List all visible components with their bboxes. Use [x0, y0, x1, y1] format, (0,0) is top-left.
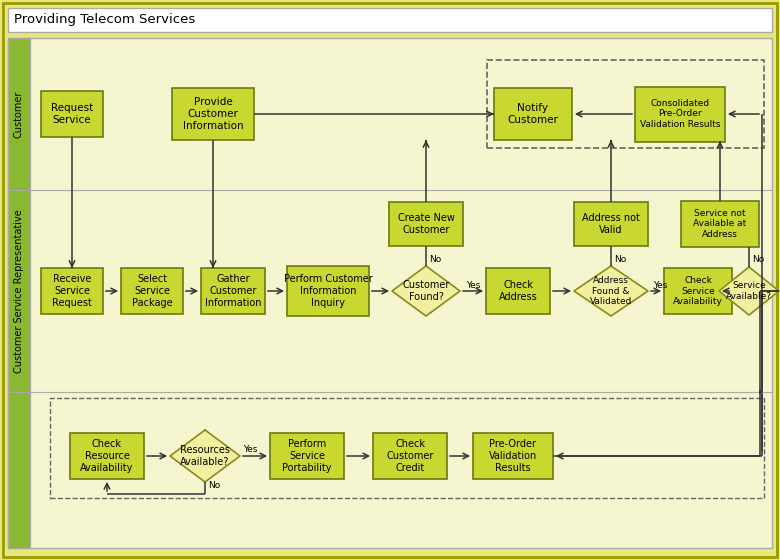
Text: Pre-Order
Validation
Results: Pre-Order Validation Results [489, 440, 537, 473]
Text: Perform Customer
Information
Inquiry: Perform Customer Information Inquiry [284, 274, 372, 307]
Bar [494, 88, 572, 140]
Bar [574, 202, 648, 246]
Bar [389, 202, 463, 246]
Text: Consolidated
Pre-Order
Validation Results: Consolidated Pre-Order Validation Result… [640, 99, 720, 129]
Text: Address not
Valid: Address not Valid [582, 213, 640, 235]
Text: Providing Telecom Services: Providing Telecom Services [14, 13, 195, 26]
Bar [473, 433, 553, 479]
Polygon shape [574, 266, 648, 316]
Text: Check
Service
Availability: Check Service Availability [673, 276, 723, 306]
Text: Yes: Yes [653, 281, 668, 290]
Bar [664, 268, 732, 314]
Text: Resources
Available?: Resources Available? [180, 445, 230, 467]
Bar [70, 433, 144, 479]
Text: No: No [208, 480, 220, 489]
Text: Service
Available?: Service Available? [726, 281, 772, 301]
Bar [8, 8, 772, 32]
Bar [8, 38, 30, 548]
Text: Check
Address: Check Address [498, 280, 537, 302]
Text: Receive
Service
Request: Receive Service Request [52, 274, 92, 307]
Text: Select
Service
Package: Select Service Package [132, 274, 172, 307]
Bar [50, 398, 764, 498]
Text: No: No [752, 254, 764, 264]
Text: Provide
Customer
Information: Provide Customer Information [183, 97, 243, 130]
Text: Address
Found &
Validated: Address Found & Validated [590, 276, 632, 306]
Bar [373, 433, 447, 479]
Text: No: No [614, 254, 626, 264]
Bar [270, 433, 344, 479]
Bar [635, 86, 725, 142]
Bar [172, 88, 254, 140]
Bar [41, 268, 103, 314]
Bar [201, 268, 265, 314]
Bar [681, 201, 759, 247]
Text: Create New
Customer: Create New Customer [398, 213, 455, 235]
Bar [287, 266, 369, 316]
Polygon shape [719, 267, 779, 315]
Bar [486, 268, 550, 314]
Text: Yes: Yes [243, 445, 257, 454]
Text: Customer Service Representative: Customer Service Representative [14, 209, 24, 373]
Bar [8, 34, 772, 38]
Polygon shape [392, 266, 460, 316]
Polygon shape [170, 430, 240, 482]
Text: Yes: Yes [466, 281, 480, 290]
Text: No: No [429, 254, 441, 264]
Text: Check
Customer
Credit: Check Customer Credit [386, 440, 434, 473]
Bar [487, 60, 764, 148]
Text: Request
Service: Request Service [51, 103, 93, 125]
Text: Customer
Found?: Customer Found? [402, 280, 450, 302]
Bar [41, 91, 103, 137]
Text: Notify
Customer: Notify Customer [508, 103, 558, 125]
Text: Service not
Available at
Address: Service not Available at Address [693, 209, 746, 239]
Text: Gather
Customer
Information: Gather Customer Information [204, 274, 261, 307]
Text: Customer: Customer [14, 90, 24, 138]
Bar [121, 268, 183, 314]
Text: Perform
Service
Portability: Perform Service Portability [282, 440, 332, 473]
Text: Check
Resource
Availability: Check Resource Availability [80, 440, 133, 473]
